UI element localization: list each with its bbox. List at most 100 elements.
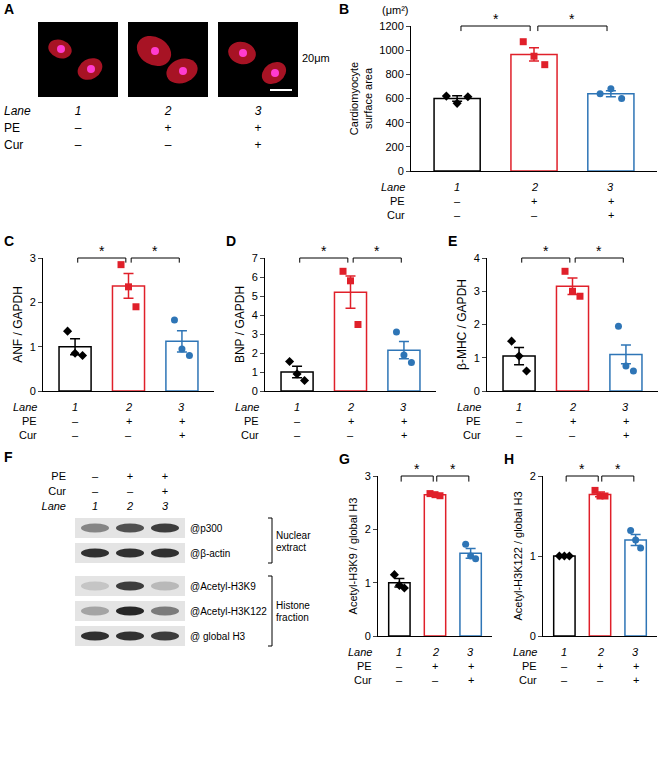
svg-text:Nuclear: Nuclear xyxy=(276,530,311,541)
svg-text:Cur: Cur xyxy=(4,138,23,152)
svg-text:3: 3 xyxy=(467,646,474,658)
svg-text:+: + xyxy=(623,429,629,441)
svg-text:H: H xyxy=(504,451,514,467)
svg-text:1: 1 xyxy=(396,646,402,658)
svg-text:1200: 1200 xyxy=(379,20,403,32)
svg-text:2: 2 xyxy=(125,401,132,413)
svg-text:+: + xyxy=(348,415,354,427)
svg-text:–: – xyxy=(294,429,301,441)
svg-text:2: 2 xyxy=(530,470,536,482)
svg-text:4: 4 xyxy=(252,309,258,321)
svg-text:+: + xyxy=(126,415,132,427)
svg-text:Lane: Lane xyxy=(235,401,259,413)
svg-text:–: – xyxy=(294,415,301,427)
svg-text:Lane: Lane xyxy=(348,646,372,658)
svg-text:–: – xyxy=(165,138,172,152)
svg-text:2: 2 xyxy=(347,401,354,413)
svg-text:+: + xyxy=(531,195,537,207)
svg-text:Cur: Cur xyxy=(241,429,259,441)
svg-text:2: 2 xyxy=(432,646,439,658)
svg-text:Cur: Cur xyxy=(387,209,405,221)
svg-text:3: 3 xyxy=(632,646,639,658)
svg-text:+: + xyxy=(623,415,629,427)
svg-text:3: 3 xyxy=(252,328,258,340)
svg-text:Cur: Cur xyxy=(519,674,537,686)
svg-text:1: 1 xyxy=(530,550,536,562)
svg-text:*: * xyxy=(579,461,585,477)
svg-text:+: + xyxy=(179,429,185,441)
svg-text:0: 0 xyxy=(30,385,36,397)
svg-text:–: – xyxy=(72,415,79,427)
svg-text:*: * xyxy=(596,243,602,259)
svg-text:0: 0 xyxy=(474,385,480,397)
svg-text:PE: PE xyxy=(390,195,405,207)
svg-text:+: + xyxy=(401,415,407,427)
svg-text:–: – xyxy=(125,429,132,441)
svg-text:+: + xyxy=(597,660,603,672)
svg-text:@Acetyl-H3K9: @Acetyl-H3K9 xyxy=(190,581,256,592)
svg-text:BNP / GAPDH: BNP / GAPDH xyxy=(233,286,247,363)
svg-text:+: + xyxy=(127,470,133,482)
svg-text:*: * xyxy=(321,243,327,259)
svg-text:3: 3 xyxy=(400,401,407,413)
svg-text:–: – xyxy=(396,660,403,672)
svg-text:4: 4 xyxy=(474,252,480,264)
svg-text:2: 2 xyxy=(252,347,258,359)
svg-text:2: 2 xyxy=(164,104,172,118)
svg-text:2: 2 xyxy=(569,401,576,413)
svg-text:1: 1 xyxy=(516,401,522,413)
svg-text:β-MHC / GAPDH: β-MHC / GAPDH xyxy=(455,279,469,370)
svg-text:–: – xyxy=(75,138,82,152)
svg-text:1: 1 xyxy=(92,500,98,512)
svg-text:PE: PE xyxy=(244,415,259,427)
svg-text:6: 6 xyxy=(252,271,258,283)
svg-text:Lane: Lane xyxy=(457,401,481,413)
svg-text:@p300: @p300 xyxy=(190,523,223,534)
svg-text:*: * xyxy=(569,11,575,27)
svg-text:+: + xyxy=(254,121,261,135)
svg-text:+: + xyxy=(254,138,261,152)
svg-text:1000: 1000 xyxy=(379,44,403,56)
svg-text:–: – xyxy=(569,429,576,441)
svg-text:–: – xyxy=(127,485,134,497)
svg-text:3: 3 xyxy=(474,285,480,297)
svg-text:1: 1 xyxy=(561,646,567,658)
svg-text:PE: PE xyxy=(522,660,537,672)
svg-text:+: + xyxy=(633,660,639,672)
svg-text:G: G xyxy=(339,451,350,467)
svg-text:+: + xyxy=(164,121,171,135)
svg-text:@Acetyl-H3K122: @Acetyl-H3K122 xyxy=(190,606,267,617)
svg-text:*: * xyxy=(99,243,105,259)
svg-text:3: 3 xyxy=(162,500,169,512)
svg-text:+: + xyxy=(401,429,407,441)
svg-text:Cur: Cur xyxy=(463,429,481,441)
svg-text:B: B xyxy=(339,1,349,17)
svg-text:–: – xyxy=(432,674,439,686)
svg-text:1: 1 xyxy=(72,401,78,413)
svg-text:Lane: Lane xyxy=(513,646,537,658)
svg-text:20μm: 20μm xyxy=(302,52,330,64)
svg-text:+: + xyxy=(179,415,185,427)
svg-text:+: + xyxy=(608,195,614,207)
svg-text:–: – xyxy=(561,660,568,672)
svg-text:1: 1 xyxy=(75,104,82,118)
svg-text:600: 600 xyxy=(385,92,403,104)
svg-text:(μm²): (μm²) xyxy=(382,4,409,16)
svg-text:*: * xyxy=(543,243,549,259)
svg-text:2: 2 xyxy=(531,181,538,193)
svg-text:–: – xyxy=(75,121,82,135)
svg-text:–: – xyxy=(516,415,523,427)
svg-text:extract: extract xyxy=(276,542,306,553)
svg-text:1: 1 xyxy=(30,341,36,353)
svg-text:+: + xyxy=(162,485,168,497)
svg-text:2: 2 xyxy=(365,523,371,535)
svg-text:–: – xyxy=(347,429,354,441)
svg-text:–: – xyxy=(454,195,461,207)
svg-text:*: * xyxy=(374,243,380,259)
svg-text:200: 200 xyxy=(385,141,403,153)
svg-text:5: 5 xyxy=(252,290,258,302)
svg-text:0: 0 xyxy=(365,630,371,642)
svg-text:PE: PE xyxy=(4,121,20,135)
svg-text:F: F xyxy=(4,449,13,465)
svg-text:–: – xyxy=(531,209,538,221)
